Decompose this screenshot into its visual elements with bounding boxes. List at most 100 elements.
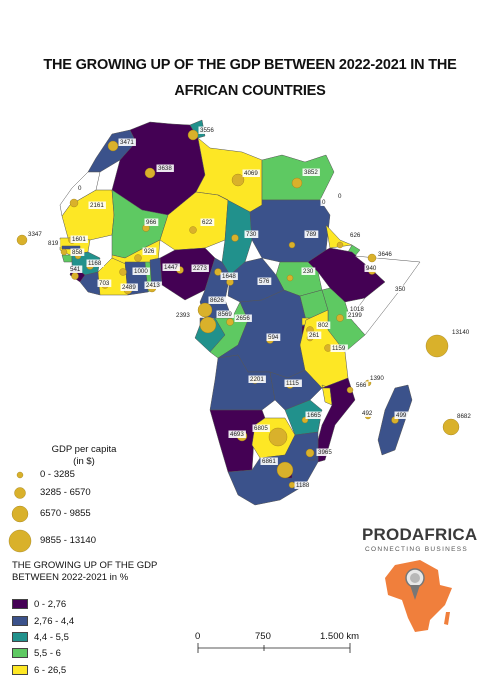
svg-text:2489: 2489 bbox=[122, 284, 136, 291]
svg-text:1000: 1000 bbox=[134, 268, 148, 275]
gdp-label: 626 bbox=[348, 231, 363, 239]
gdp-bubble bbox=[336, 314, 344, 322]
gdp-bubble bbox=[60, 248, 68, 256]
gdp-bubble bbox=[286, 274, 294, 282]
growth-swatch-2 bbox=[12, 616, 28, 626]
svg-text:819: 819 bbox=[48, 240, 59, 247]
svg-text:576: 576 bbox=[259, 278, 270, 285]
gdp-label: 541 bbox=[68, 265, 83, 273]
gdp-legend-label-2: 3285 - 6570 bbox=[40, 487, 91, 498]
gdp-legend-circles bbox=[8, 471, 32, 553]
gdp-bubble bbox=[226, 318, 234, 326]
growth-legend-label-1: 0 - 2,76 bbox=[34, 598, 67, 610]
svg-text:8682: 8682 bbox=[457, 413, 471, 420]
gdp-bubble bbox=[187, 129, 199, 141]
gdp-label: 4693 bbox=[228, 430, 246, 438]
gdp-label: 2161 bbox=[88, 201, 106, 209]
gdp-label: 622 bbox=[200, 218, 215, 226]
gdp-label: 6861 bbox=[260, 457, 278, 465]
gdp-label: 2273 bbox=[191, 264, 209, 272]
gdp-bubble bbox=[367, 253, 377, 263]
gdp-legend-circle-3 bbox=[11, 505, 29, 523]
gdp-label: 730 bbox=[244, 230, 259, 238]
growth-legend-title: THE GROWING UP OF THE GDP BETWEEN 2022-2… bbox=[12, 560, 158, 583]
gdp-label: 3556 bbox=[198, 126, 216, 134]
svg-text:703: 703 bbox=[99, 280, 110, 287]
gdp-label: 2656 bbox=[234, 314, 252, 322]
svg-text:966: 966 bbox=[146, 219, 157, 226]
scale-label-1500: 1.500 km bbox=[320, 631, 360, 642]
gdp-label: 2201 bbox=[248, 375, 266, 383]
gdp-label: 1390 bbox=[368, 374, 386, 382]
svg-text:6805: 6805 bbox=[254, 425, 268, 432]
gdp-bubble bbox=[276, 461, 294, 479]
svg-text:2273: 2273 bbox=[193, 265, 207, 272]
scale-label-750: 750 bbox=[255, 631, 271, 642]
growth-swatch-1 bbox=[12, 599, 28, 609]
gdp-label: 13140 bbox=[450, 328, 472, 336]
gdp-label: 940 bbox=[364, 264, 379, 272]
svg-text:13140: 13140 bbox=[452, 329, 470, 336]
gdp-bubble bbox=[71, 272, 79, 280]
gdp-bubble bbox=[189, 226, 197, 234]
gdp-legend-label-3: 6570 - 9855 bbox=[40, 508, 91, 519]
svg-text:789: 789 bbox=[306, 231, 317, 238]
gdp-legend-circle-4 bbox=[8, 529, 32, 553]
gdp-label: 1447 bbox=[162, 263, 180, 271]
gdp-labels: 3556 3471 3638 4069 3852 0 2161 0 3347 966 622 0 160… bbox=[26, 126, 473, 489]
gdp-label: 1000 bbox=[132, 267, 150, 275]
svg-text:2413: 2413 bbox=[146, 282, 160, 289]
gdp-bubble bbox=[346, 386, 354, 394]
growth-legend-item-4: 5,5 - 6 bbox=[12, 647, 61, 659]
svg-text:926: 926 bbox=[144, 248, 155, 255]
gdp-label: 3646 bbox=[376, 250, 394, 258]
gdp-bubble bbox=[16, 234, 28, 246]
gdp-label: 230 bbox=[301, 267, 316, 275]
svg-text:3556: 3556 bbox=[200, 127, 214, 134]
gdp-bubble bbox=[197, 302, 213, 318]
svg-text:1390: 1390 bbox=[370, 375, 384, 382]
svg-text:492: 492 bbox=[362, 410, 373, 417]
gdp-bubble bbox=[214, 268, 222, 276]
svg-text:566: 566 bbox=[356, 382, 367, 389]
gdp-bubble bbox=[268, 427, 288, 447]
growth-legend-item-3: 4,4 - 5,5 bbox=[12, 631, 69, 643]
gdp-label: 594 bbox=[266, 333, 281, 341]
svg-text:261: 261 bbox=[309, 332, 320, 339]
growth-legend-label-5: 6 - 26,5 bbox=[34, 664, 67, 676]
country-zambia bbox=[269, 369, 323, 411]
gdp-label: 2413 bbox=[144, 281, 162, 289]
growth-legend-item-5: 6 - 26,5 bbox=[12, 664, 66, 676]
scale-label-0: 0 bbox=[195, 631, 201, 642]
svg-text:730: 730 bbox=[246, 231, 257, 238]
gdp-label: 492 bbox=[360, 409, 375, 417]
gdp-label: 499 bbox=[394, 411, 409, 419]
gdp-label: 802 bbox=[316, 321, 331, 329]
logo-name: PRODAFRICA bbox=[362, 525, 478, 544]
logo-africa-icon bbox=[385, 560, 452, 632]
gdp-legend-circle-1 bbox=[16, 471, 24, 479]
gdp-bubble bbox=[231, 173, 245, 187]
gdp-legend-circle-2 bbox=[14, 487, 26, 499]
gdp-label: 1188 bbox=[294, 481, 312, 489]
growth-legend-item-1: 0 - 2,76 bbox=[12, 598, 66, 610]
svg-text:940: 940 bbox=[366, 265, 377, 272]
gdp-label: 2489 bbox=[120, 283, 138, 291]
svg-text:2199: 2199 bbox=[348, 312, 362, 319]
gdp-bubble bbox=[442, 418, 460, 436]
svg-text:2161: 2161 bbox=[90, 202, 104, 209]
country-egypt bbox=[261, 154, 335, 201]
gdp-label: 2393 bbox=[174, 311, 192, 319]
svg-text:1648: 1648 bbox=[222, 273, 236, 280]
gdp-label: 4069 bbox=[242, 169, 260, 177]
gdp-legend-label-1: 0 - 3285 bbox=[40, 469, 75, 480]
svg-text:1447: 1447 bbox=[164, 264, 178, 271]
svg-text:6861: 6861 bbox=[262, 458, 276, 465]
gdp-label: 3471 bbox=[118, 138, 136, 146]
gdp-bubble bbox=[305, 448, 315, 458]
gdp-label: 2199 bbox=[346, 311, 364, 319]
gdp-label: 1159 bbox=[330, 344, 348, 352]
growth-swatch-3 bbox=[12, 632, 28, 642]
gdp-label: 1601 bbox=[70, 235, 88, 243]
